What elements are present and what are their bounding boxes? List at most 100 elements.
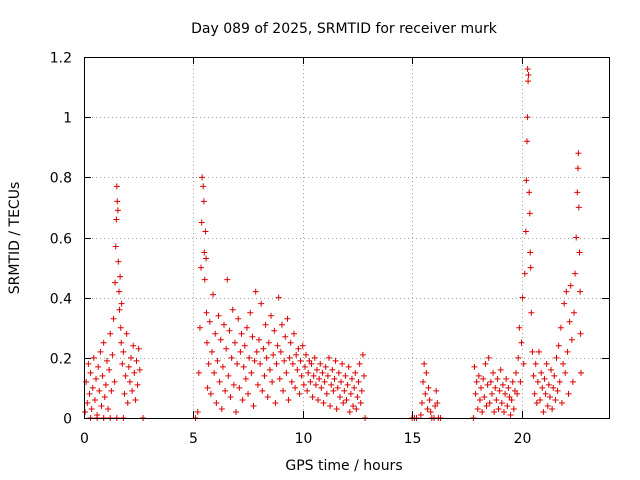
data-point xyxy=(565,390,572,397)
data-point xyxy=(329,366,336,373)
data-point xyxy=(112,279,119,286)
data-point xyxy=(516,324,523,331)
data-point xyxy=(297,357,304,364)
data-point xyxy=(283,369,290,376)
data-point xyxy=(100,339,107,346)
data-point xyxy=(426,396,433,403)
data-point xyxy=(89,384,96,391)
data-point xyxy=(240,363,247,370)
data-point xyxy=(201,276,208,283)
data-point xyxy=(527,249,534,256)
data-point xyxy=(281,357,288,364)
data-point xyxy=(216,378,223,385)
data-point xyxy=(286,354,293,361)
data-point xyxy=(241,342,248,349)
data-point xyxy=(106,366,113,373)
data-point xyxy=(524,66,531,73)
data-point xyxy=(550,384,557,391)
data-point xyxy=(96,387,103,394)
data-point xyxy=(327,402,334,409)
data-point xyxy=(510,405,517,412)
data-point xyxy=(273,360,280,367)
data-point xyxy=(552,396,559,403)
data-point xyxy=(483,402,490,409)
data-point xyxy=(539,384,546,391)
data-point xyxy=(194,408,201,415)
data-point xyxy=(128,354,135,361)
data-point xyxy=(520,360,527,367)
data-point xyxy=(422,390,429,397)
data-point xyxy=(418,399,425,406)
data-point xyxy=(90,354,97,361)
data-point xyxy=(330,387,337,394)
data-point xyxy=(423,369,430,376)
data-point xyxy=(523,138,530,145)
data-point xyxy=(291,330,297,337)
data-point xyxy=(425,384,432,391)
data-point xyxy=(331,375,338,382)
data-point xyxy=(537,396,544,403)
data-point xyxy=(494,375,501,382)
data-point xyxy=(129,387,136,394)
y-axis-label: SRMTID / TECUs xyxy=(7,182,23,295)
data-point xyxy=(342,372,349,379)
data-point xyxy=(309,393,316,400)
data-point xyxy=(126,378,133,385)
data-point xyxy=(511,387,518,394)
data-point xyxy=(212,330,219,337)
data-point xyxy=(558,399,565,406)
y-tick-label: 0.4 xyxy=(50,292,72,308)
data-points xyxy=(82,66,584,421)
data-point xyxy=(257,360,264,367)
data-point xyxy=(575,150,582,157)
data-point xyxy=(118,339,125,346)
data-point xyxy=(208,348,215,355)
data-point xyxy=(236,384,243,391)
data-point xyxy=(102,381,109,388)
data-point xyxy=(272,399,279,406)
data-point xyxy=(313,366,320,373)
data-point xyxy=(542,390,549,397)
data-point xyxy=(361,372,367,379)
data-point xyxy=(575,204,582,211)
data-point xyxy=(432,402,439,409)
data-point xyxy=(545,381,552,388)
data-point xyxy=(250,402,257,409)
data-point xyxy=(91,396,98,403)
data-point xyxy=(479,408,486,415)
data-point xyxy=(315,396,322,403)
data-point xyxy=(294,366,301,373)
data-point xyxy=(345,363,352,370)
data-point xyxy=(225,372,232,379)
data-point xyxy=(223,345,230,352)
data-point xyxy=(574,165,581,172)
data-point xyxy=(568,336,575,343)
data-point xyxy=(219,363,226,370)
x-tick-label: 10 xyxy=(295,431,313,447)
data-point xyxy=(118,300,125,307)
data-point xyxy=(136,366,143,373)
data-point xyxy=(270,351,277,358)
data-point xyxy=(519,294,526,301)
data-point xyxy=(131,369,138,376)
data-point xyxy=(195,369,202,376)
data-point xyxy=(207,390,214,397)
data-point xyxy=(533,399,540,406)
data-point xyxy=(555,342,562,349)
data-point xyxy=(298,372,305,379)
data-point xyxy=(318,384,325,391)
data-point xyxy=(357,399,364,406)
data-point xyxy=(490,369,497,376)
y-tick-label: 0.8 xyxy=(50,171,72,187)
data-point xyxy=(230,381,237,388)
data-point xyxy=(504,402,511,409)
data-point xyxy=(264,393,271,400)
data-point xyxy=(481,393,488,400)
data-point xyxy=(540,408,547,415)
data-point xyxy=(476,396,483,403)
data-point xyxy=(206,318,213,325)
data-point xyxy=(288,378,295,385)
data-point xyxy=(277,348,284,355)
data-point xyxy=(245,390,252,397)
data-point xyxy=(254,381,261,388)
